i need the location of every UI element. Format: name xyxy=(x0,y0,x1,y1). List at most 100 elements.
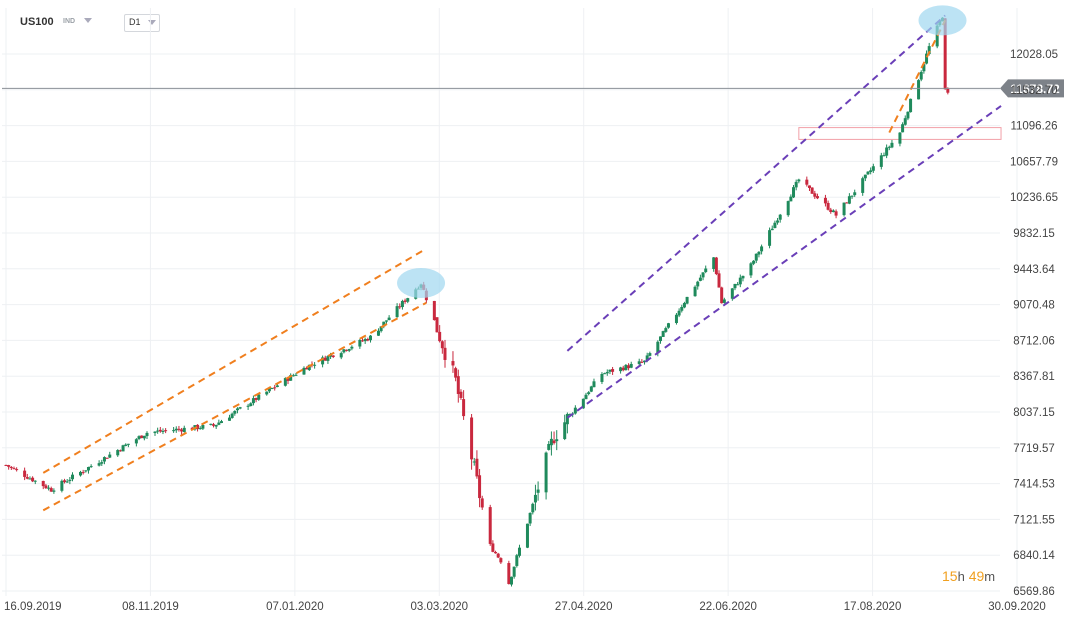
candle xyxy=(345,349,349,352)
candle xyxy=(47,485,51,491)
candle xyxy=(49,486,53,492)
candle xyxy=(871,163,875,173)
x-axis: 16.09.2019 08.11.2019 07.01.2020 03.03.2020… xyxy=(4,601,1046,613)
candle xyxy=(313,362,317,369)
candle xyxy=(480,495,484,510)
candle xyxy=(499,557,503,564)
highlight-ellipses xyxy=(397,5,967,299)
candle xyxy=(778,213,782,223)
candle xyxy=(637,358,641,366)
candle xyxy=(145,431,149,440)
channel-line-upper xyxy=(42,247,427,474)
candle xyxy=(25,473,29,480)
candle xyxy=(829,207,833,214)
candle xyxy=(773,220,777,229)
candle xyxy=(65,479,69,483)
candle xyxy=(105,457,109,459)
countdown-minutes-unit: m xyxy=(984,569,996,584)
candle xyxy=(621,365,625,372)
timeframe-select[interactable]: D1 xyxy=(124,14,160,32)
candle xyxy=(124,443,128,447)
candle xyxy=(63,478,67,484)
symbol-label[interactable]: US100 xyxy=(20,16,54,28)
candle xyxy=(909,98,913,113)
x-tick-label: 17.08.2020 xyxy=(844,601,902,613)
candle xyxy=(142,435,146,441)
candle xyxy=(398,303,402,310)
exchange-label: IND xyxy=(63,18,76,25)
candle xyxy=(459,389,463,400)
candle xyxy=(565,412,569,434)
candle xyxy=(212,422,216,428)
candle xyxy=(134,438,138,447)
candle xyxy=(738,274,742,288)
candle xyxy=(89,464,93,468)
countdown-minutes: 49 xyxy=(968,568,985,584)
candle xyxy=(164,428,168,434)
candle xyxy=(214,424,218,429)
candle xyxy=(403,298,407,304)
candle xyxy=(331,355,335,359)
chevron-down-icon[interactable] xyxy=(84,18,92,23)
candle xyxy=(698,274,702,282)
candle xyxy=(323,355,327,361)
candle xyxy=(658,336,662,344)
candle-countdown: 15h 49m xyxy=(942,568,995,584)
y-axis: 12028.05 11532.70 11096.26 10657.79 10236.65… xyxy=(1010,49,1058,598)
candle xyxy=(158,426,162,433)
candle xyxy=(770,225,774,231)
candle xyxy=(321,355,325,368)
candle xyxy=(847,193,851,205)
candle xyxy=(71,472,75,482)
y-tick-label: 12028.05 xyxy=(1010,49,1058,61)
channel-line-lower xyxy=(42,301,427,512)
candle xyxy=(238,406,242,410)
candle xyxy=(156,427,160,434)
candle xyxy=(512,566,516,579)
x-tick-label: 30.09.2020 xyxy=(988,601,1046,613)
candle xyxy=(643,360,647,365)
candle xyxy=(853,189,857,197)
countdown-hours-unit: h xyxy=(957,569,965,584)
candle xyxy=(118,449,122,452)
candle xyxy=(890,139,894,149)
y-tick-label: 7121.55 xyxy=(1013,514,1055,526)
candle xyxy=(472,457,476,466)
candle xyxy=(776,217,780,225)
highlight-ellipse xyxy=(918,5,967,36)
candle xyxy=(627,363,631,371)
candle xyxy=(901,122,905,133)
candle xyxy=(368,334,372,343)
candle xyxy=(451,351,455,373)
candle xyxy=(544,451,548,500)
candle xyxy=(592,378,596,388)
candle xyxy=(733,283,737,291)
candle xyxy=(600,372,604,385)
candle xyxy=(549,431,553,456)
candle xyxy=(494,550,498,554)
candle xyxy=(517,544,521,558)
candle xyxy=(834,209,838,219)
candle xyxy=(677,308,681,318)
candle xyxy=(249,402,253,407)
y-tick-label: 10236.65 xyxy=(1010,192,1058,204)
candle xyxy=(126,443,130,448)
candle xyxy=(475,450,479,479)
candle xyxy=(813,190,817,199)
candle xyxy=(682,301,686,309)
candle xyxy=(720,286,724,304)
candle xyxy=(283,377,287,387)
y-tick-label: 8367.81 xyxy=(1013,371,1055,383)
y-tick-label: 10657.79 xyxy=(1010,156,1058,168)
candle xyxy=(786,200,790,217)
highlight-ellipse xyxy=(397,268,446,299)
candle xyxy=(86,466,90,474)
chevron-down-icon[interactable] xyxy=(148,20,156,25)
candle xyxy=(41,480,45,490)
candle xyxy=(661,330,665,337)
candle xyxy=(717,270,721,288)
candle xyxy=(470,414,474,470)
candle xyxy=(376,328,380,336)
timeframe-label: D1 xyxy=(129,17,141,27)
